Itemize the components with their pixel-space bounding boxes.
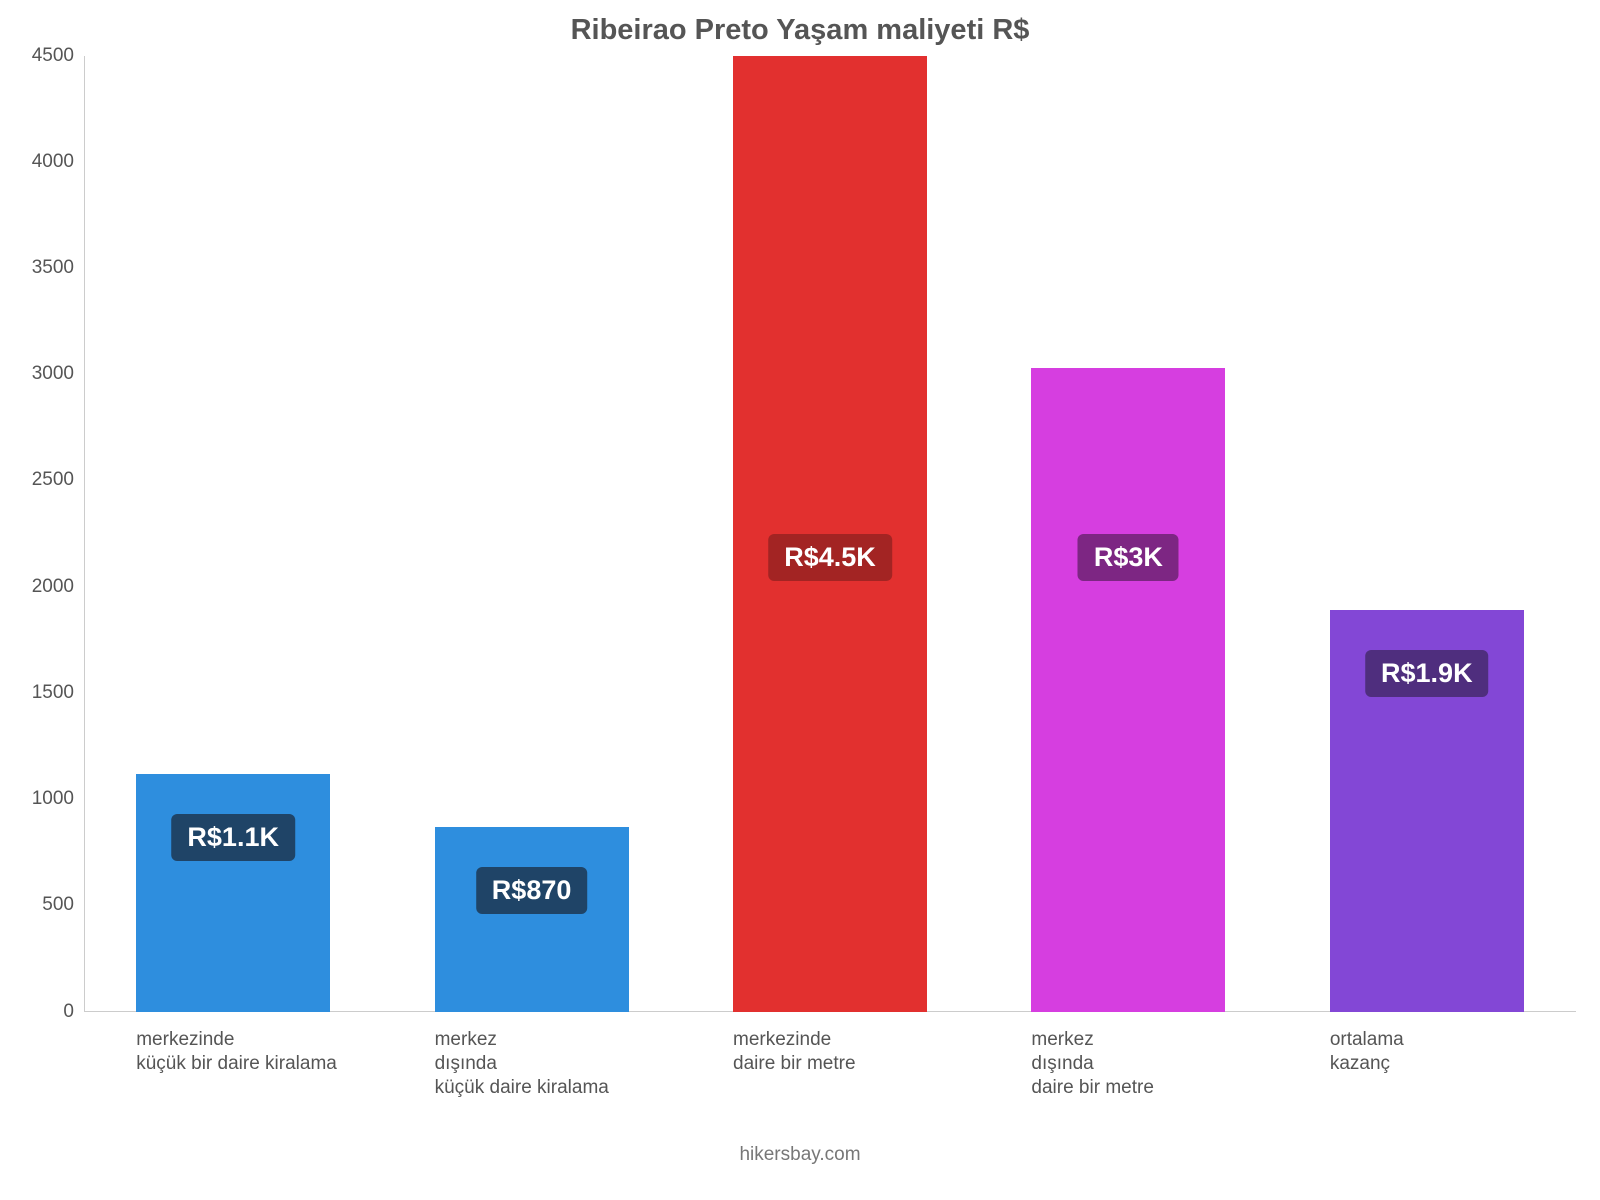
y-tick-label: 1000 (14, 788, 74, 810)
bar (435, 827, 629, 1012)
chart-container: Ribeirao Preto Yaşam maliyeti R$ R$1.1KR… (0, 0, 1600, 1200)
x-category-label: merkez dışında küçük daire kiralama (435, 1028, 629, 1100)
bar-value-label: R$3K (1078, 534, 1179, 581)
bar-value-label: R$1.1K (171, 814, 295, 861)
bar-value-label: R$870 (476, 867, 588, 914)
bar-value-label: R$4.5K (768, 534, 892, 581)
y-tick-label: 3500 (14, 257, 74, 279)
y-tick-label: 500 (14, 894, 74, 916)
x-category-label: ortalama kazanç (1330, 1028, 1524, 1076)
y-tick-label: 0 (14, 1001, 74, 1023)
y-tick-label: 2500 (14, 469, 74, 491)
y-tick-label: 1500 (14, 682, 74, 704)
x-category-label: merkezinde daire bir metre (733, 1028, 927, 1076)
x-category-label: merkezinde küçük bir daire kiralama (136, 1028, 330, 1076)
y-tick-label: 4000 (14, 151, 74, 173)
bars-layer: R$1.1K R$870 R$4.5K R$3K R$1.9K (84, 56, 1576, 1012)
y-tick-label: 3000 (14, 363, 74, 385)
y-tick-label: 2000 (14, 576, 74, 598)
plot-area: R$1.1K R$870 R$4.5K R$3K R$1.9K (84, 56, 1576, 1012)
chart-title: Ribeirao Preto Yaşam maliyeti R$ (0, 14, 1600, 47)
attribution: hikersbay.com (0, 1144, 1600, 1166)
x-category-label: merkez dışında daire bir metre (1031, 1028, 1225, 1100)
y-tick-label: 4500 (14, 45, 74, 67)
bar (136, 774, 330, 1012)
bar-value-label: R$1.9K (1365, 650, 1489, 697)
bar (1031, 368, 1225, 1012)
